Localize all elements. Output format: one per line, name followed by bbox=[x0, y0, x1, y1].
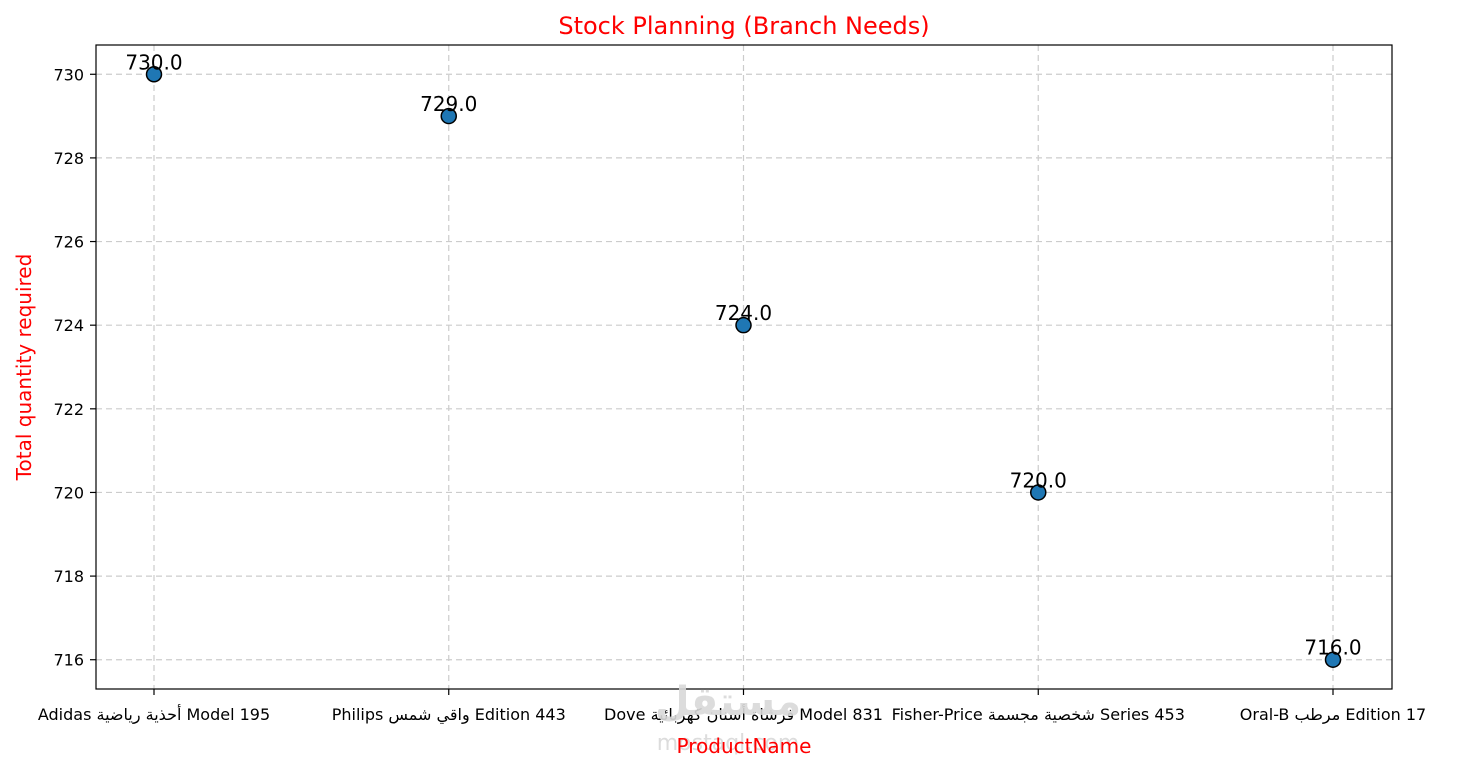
x-tick-label: Adidas أحذية رياضية Model 195 bbox=[38, 704, 270, 725]
data-value-label: 716.0 bbox=[1304, 636, 1361, 660]
data-point bbox=[1324, 651, 1342, 668]
data-value-label: 730.0 bbox=[125, 50, 182, 74]
y-tick-label: 726 bbox=[53, 233, 84, 252]
watermark: مستقل mostaql.com bbox=[655, 679, 801, 756]
x-axis-label: ProductName bbox=[677, 734, 812, 758]
y-tick-label: 716 bbox=[53, 651, 84, 670]
data-point bbox=[145, 66, 163, 83]
x-tick-label: Oral-B مرطب Edition 17 bbox=[1240, 705, 1426, 725]
watermark-url-text: mostaql.com bbox=[657, 731, 800, 756]
y-tick-label: 724 bbox=[53, 316, 84, 335]
data-point bbox=[735, 316, 752, 334]
watermark-logo-text: مستقل bbox=[655, 679, 801, 725]
y-tick-label: 722 bbox=[53, 400, 84, 419]
y-tick-label: 718 bbox=[53, 567, 84, 586]
y-tick-label: 720 bbox=[53, 483, 84, 502]
chart-title: Stock Planning (Branch Needs) bbox=[558, 12, 929, 40]
data-points bbox=[145, 66, 1342, 668]
y-tick-label: 728 bbox=[53, 149, 84, 168]
y-axis: 716 718 720 722 724 726 728 730 bbox=[53, 65, 96, 670]
x-tick-label: Dove فرشاة أسنان كهربائية Model 831 bbox=[604, 704, 883, 725]
data-value-label: 724.0 bbox=[715, 301, 772, 325]
x-axis: Adidas أحذية رياضية Model 195 Philips واق… bbox=[38, 689, 1426, 725]
y-axis-label: Total quantity required bbox=[12, 254, 36, 482]
x-tick-label: Philips واقي شمس Edition 443 bbox=[332, 705, 566, 725]
data-value-label: 720.0 bbox=[1010, 468, 1067, 492]
y-tick-label: 730 bbox=[53, 65, 84, 84]
data-value-label: 729.0 bbox=[420, 92, 477, 116]
grid bbox=[96, 45, 1392, 689]
data-point bbox=[1030, 484, 1047, 501]
x-tick-label: Fisher-Price شخصية مجسمة Series 453 bbox=[892, 705, 1185, 724]
data-labels: 730.0 729.0 724.0 720.0 716.0 bbox=[125, 50, 1361, 659]
data-point bbox=[440, 107, 457, 125]
